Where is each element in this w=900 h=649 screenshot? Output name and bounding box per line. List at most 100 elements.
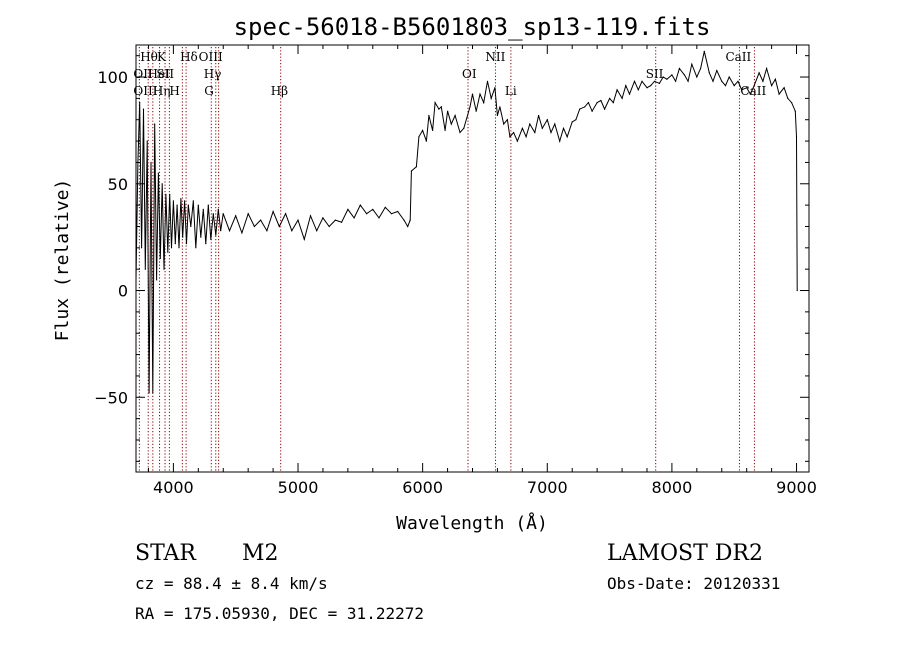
spectrum-point xyxy=(205,243,207,245)
spectrum-point xyxy=(628,93,631,95)
spectrum-point xyxy=(724,85,727,87)
spectrum-point xyxy=(625,85,627,87)
marker-label: Hη xyxy=(153,84,171,98)
spectrum-point xyxy=(192,200,194,202)
spectrum-point xyxy=(328,225,330,228)
spectrum-point xyxy=(403,219,405,221)
spectrum-point xyxy=(146,140,148,142)
spectrum-point xyxy=(169,193,171,195)
spectrum-point xyxy=(165,193,167,195)
spectrum-point xyxy=(366,213,368,215)
spectrum-point xyxy=(696,76,698,78)
spectrum-point xyxy=(390,213,393,215)
x-tick-label: 4000 xyxy=(153,478,194,497)
spectrum-point xyxy=(700,67,702,70)
spectral-subclass: M2 xyxy=(242,541,279,566)
spectrum-point xyxy=(217,208,219,210)
marker-label: SII xyxy=(156,67,174,81)
spectrum-point xyxy=(758,72,760,74)
spectrum-point xyxy=(152,392,154,394)
y-axis-label: Flux (relative) xyxy=(52,179,73,342)
spectrum-point xyxy=(202,208,204,210)
spectrum-point xyxy=(347,208,349,210)
spectrum-point xyxy=(215,234,217,236)
spectrum-point xyxy=(447,110,449,112)
spectrum-point xyxy=(148,392,150,394)
spectrum-point xyxy=(135,279,137,281)
spectrum-point xyxy=(432,129,434,131)
spectrum-point xyxy=(733,85,735,87)
spectrum-point xyxy=(190,225,192,228)
spectrum-point xyxy=(637,89,639,91)
spectrum-point xyxy=(278,225,280,228)
marker-label: NII xyxy=(485,50,505,64)
spectrum-point xyxy=(562,127,565,129)
spectrum-point xyxy=(220,230,222,232)
marker-label: HeI xyxy=(148,67,171,81)
spectrum-point xyxy=(407,225,409,228)
spectrum-point xyxy=(609,97,611,99)
spectrum-point xyxy=(316,230,318,232)
spectrum-point xyxy=(716,70,718,72)
y-tick-label: 0 xyxy=(118,282,128,301)
spectrum-point xyxy=(703,50,705,53)
spectrum-point xyxy=(550,131,552,134)
spectrum-point xyxy=(353,217,355,219)
spectrum-point xyxy=(222,213,224,215)
spectrum-series xyxy=(135,50,798,394)
spectrum-point xyxy=(737,80,739,82)
spectrum-point xyxy=(285,213,287,215)
spectrum-point xyxy=(172,200,174,202)
object-type: STAR xyxy=(135,541,196,566)
spectrum-point xyxy=(538,114,540,117)
coordinates: RA = 175.05930, DEC = 31.22272 xyxy=(135,604,424,623)
spectrum-point xyxy=(509,136,511,138)
spectrum-point xyxy=(559,140,561,142)
spectrum-line xyxy=(135,51,798,394)
y-tick-label: −50 xyxy=(94,388,128,407)
marker-label: G xyxy=(204,84,214,98)
spectrum-point xyxy=(621,97,623,99)
spectrum-point xyxy=(212,213,214,215)
spectrum-point xyxy=(341,221,343,223)
spectrum-point xyxy=(662,76,664,78)
spectrum-point xyxy=(683,74,686,76)
spectrum-point xyxy=(771,85,773,87)
spectrum-point xyxy=(471,93,474,95)
spectrum-point xyxy=(650,85,652,87)
spectrum-point xyxy=(766,67,768,70)
marker-label: CaII xyxy=(725,50,751,64)
spectrum-point xyxy=(178,247,180,249)
x-tick-label: 9000 xyxy=(776,478,817,497)
spectrum-point xyxy=(604,108,606,110)
spectrum-point xyxy=(174,243,176,245)
spectrum-point xyxy=(463,127,465,129)
spectrum-point xyxy=(541,127,543,129)
spectrum-point xyxy=(791,102,793,104)
spectrum-point xyxy=(378,217,380,219)
spectrum-point xyxy=(671,74,673,76)
spectrum-point xyxy=(207,204,209,206)
x-tick-label: 8000 xyxy=(652,478,693,497)
spectrum-point xyxy=(161,183,163,185)
spectrum-point xyxy=(384,206,386,208)
spectrum-point xyxy=(778,93,780,95)
spectrum-point xyxy=(428,114,430,117)
spectrum-point xyxy=(506,119,508,121)
spectrum-point xyxy=(554,123,556,125)
spectrum-point xyxy=(291,230,293,232)
spectrum-point xyxy=(746,87,748,89)
spectrum-point xyxy=(359,204,361,206)
spectrum-point xyxy=(418,136,420,138)
spectrum-point xyxy=(479,93,481,95)
marker-label: Li xyxy=(505,84,517,98)
spectrum-point xyxy=(516,140,519,142)
spectrum-point xyxy=(334,219,336,221)
spectrum-point xyxy=(253,225,255,228)
spectrum-point xyxy=(180,198,182,200)
marker-label: OI xyxy=(462,67,477,81)
spectrum-point xyxy=(200,236,202,238)
spectrum-point xyxy=(309,215,312,217)
spectrum-point xyxy=(534,131,536,134)
y-tick-label: 100 xyxy=(97,68,128,87)
